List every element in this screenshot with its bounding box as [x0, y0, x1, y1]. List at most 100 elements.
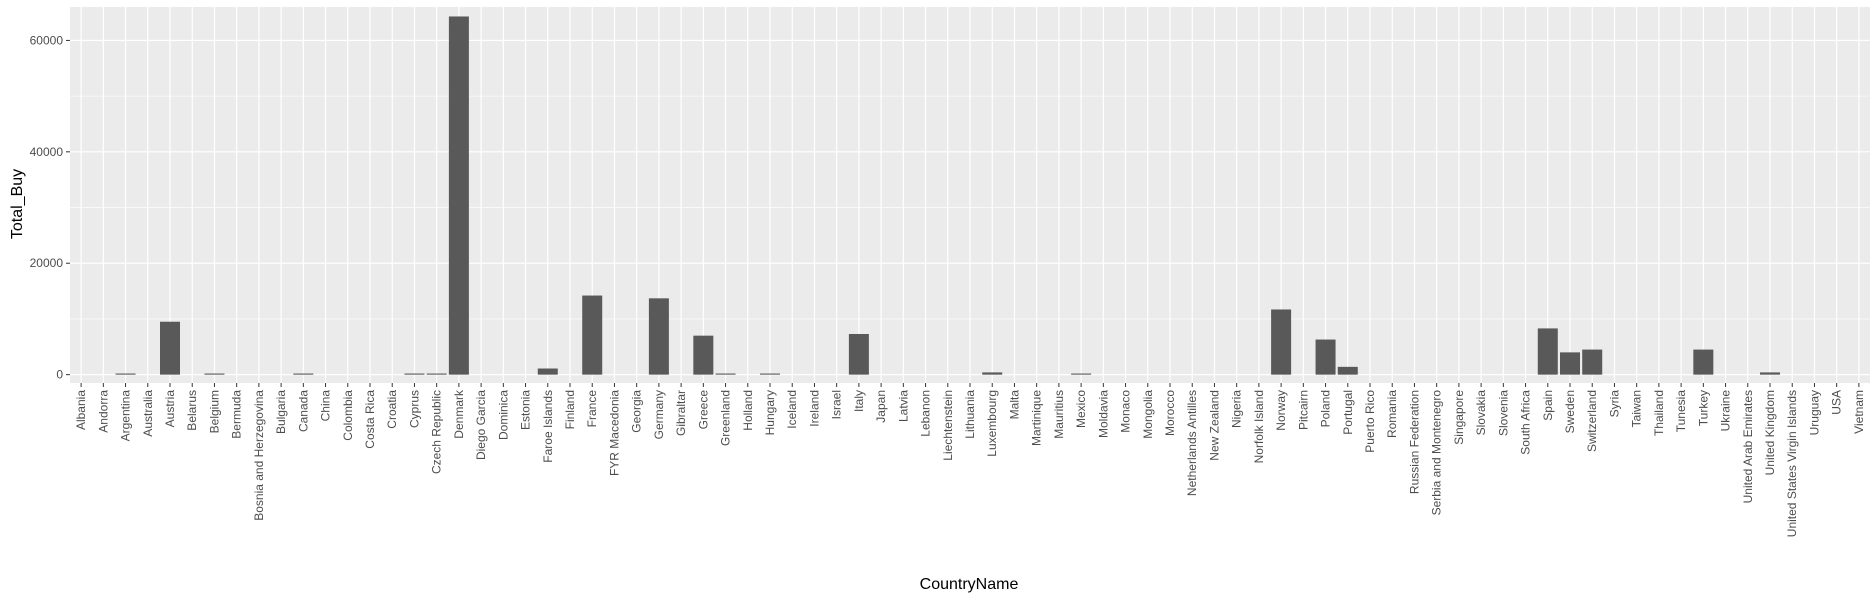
- x-tick-label: Portugal: [1341, 390, 1355, 435]
- bar: [1537, 328, 1558, 375]
- bar: [115, 373, 136, 375]
- x-tick-label: Slovenia: [1496, 390, 1510, 436]
- x-tick-label: Austria: [163, 390, 177, 428]
- x-tick-label: Hungary: [763, 390, 777, 435]
- x-tick-label: Malta: [1007, 390, 1021, 420]
- x-tick-label: Puerto Rico: [1363, 390, 1377, 453]
- gridlines: [70, 7, 1870, 383]
- x-tick-label: Holland: [741, 390, 755, 431]
- bar: [1071, 373, 1092, 375]
- x-tick-label: Thailand: [1652, 390, 1666, 436]
- bar: [160, 321, 180, 375]
- x-tick-label: Canada: [296, 390, 310, 432]
- y-tick-label: 20000: [30, 256, 64, 270]
- x-tick-label: Denmark: [452, 389, 466, 439]
- bars: [115, 16, 1780, 375]
- x-tick-label: Norfolk Island: [1252, 390, 1266, 463]
- x-tick-label: Vietnam: [1852, 390, 1866, 434]
- x-tick-label: Iceland: [785, 390, 799, 429]
- bar: [582, 295, 603, 375]
- y-tick-label: 40000: [30, 145, 64, 159]
- x-tick-label: Faroe Islands: [541, 390, 555, 463]
- x-tick-label: Belgium: [207, 390, 221, 433]
- y-tick-label: 60000: [30, 33, 64, 47]
- x-tick-label: Ukraine: [1719, 390, 1733, 432]
- x-tick-label: Serbia and Montenegro: [1430, 390, 1444, 516]
- x-tick-label: FYR Macedonia: [607, 390, 621, 476]
- x-tick-label: Taiwan: [1630, 390, 1644, 427]
- x-tick-label: Argentina: [119, 390, 133, 442]
- bar: [1760, 372, 1780, 375]
- x-tick-label: Netherlands Antilles: [1185, 390, 1199, 496]
- x-tick-label: Ireland: [807, 390, 821, 427]
- bar: [1271, 309, 1292, 375]
- x-tick-label: Lebanon: [919, 390, 933, 437]
- x-tick-label: Slovakia: [1474, 390, 1488, 436]
- x-tick-label: Georgia: [630, 390, 644, 433]
- x-tick-label: Dominica: [496, 390, 510, 440]
- x-tick-label: USA: [1830, 390, 1844, 415]
- x-tick-label: Mauritius: [1052, 390, 1066, 439]
- x-tick-label: Gibraltar: [674, 390, 688, 436]
- x-tick-label: Uruguay: [1807, 390, 1821, 435]
- y-axis-title: Total_Buy: [9, 169, 26, 239]
- x-tick-label: Albania: [74, 390, 88, 430]
- x-tick-label: Moldavia: [1096, 390, 1110, 438]
- x-tick-label: Italy: [852, 390, 866, 412]
- x-tick-label: United Arab Emirates: [1741, 390, 1755, 503]
- bar: [760, 373, 780, 375]
- x-tick-label: Diego Garcia: [474, 390, 488, 460]
- x-tick-label: Belarus: [185, 390, 199, 431]
- bar: [648, 298, 669, 375]
- x-tick-label: Finland: [563, 390, 577, 429]
- x-tick-label: Syria: [1607, 390, 1621, 418]
- x-axis-ticks: Albania Andorra Argentina Australia Austria B…: [74, 383, 1866, 537]
- bar: [293, 373, 314, 375]
- bar: [1560, 352, 1580, 375]
- x-tick-label: Mexico: [1074, 390, 1088, 428]
- x-tick-label: Israel: [830, 390, 844, 419]
- x-tick-label: Czech Republic: [430, 390, 444, 474]
- x-tick-label: United States Virgin Islands: [1785, 390, 1799, 537]
- x-tick-label: China: [319, 390, 333, 422]
- x-tick-label: Lithuania: [963, 390, 977, 439]
- x-tick-label: Pitcairn: [1296, 390, 1310, 430]
- x-tick-label: Switzerland: [1585, 390, 1599, 452]
- x-tick-label: Estonia: [519, 390, 533, 430]
- x-tick-label: Luxembourg: [985, 390, 999, 457]
- x-tick-label: Liechtenstein: [941, 390, 955, 461]
- x-tick-label: Australia: [141, 390, 155, 437]
- x-tick-label: Bosnia and Herzegovina: [252, 390, 266, 521]
- x-tick-label: Andorra: [96, 390, 110, 433]
- x-tick-label: Singapore: [1452, 390, 1466, 445]
- x-tick-label: France: [585, 390, 599, 428]
- bar: [537, 368, 558, 375]
- x-tick-label: Russian Federation: [1407, 390, 1421, 494]
- bar: [1315, 339, 1336, 375]
- bar: [1693, 349, 1714, 375]
- bar: [426, 373, 447, 375]
- x-tick-label: Martinique: [1030, 390, 1044, 446]
- bar: [848, 333, 869, 375]
- x-tick-label: South Africa: [1519, 390, 1533, 455]
- bar: [404, 373, 425, 375]
- x-tick-label: Morocco: [1163, 390, 1177, 436]
- x-tick-label: Costa Rica: [363, 390, 377, 449]
- bar: [204, 373, 225, 375]
- bar: [448, 16, 469, 375]
- x-tick-label: Croatia: [385, 390, 399, 429]
- bar: [1337, 366, 1358, 375]
- x-tick-label: Greenland: [719, 390, 733, 446]
- x-tick-label: Germany: [652, 390, 666, 439]
- x-axis-title: CountryName: [920, 576, 1019, 593]
- x-tick-label: Latvia: [896, 390, 910, 422]
- x-tick-label: Norway: [1274, 390, 1288, 431]
- x-tick-label: Sweden: [1563, 390, 1577, 433]
- bar: [982, 372, 1003, 375]
- x-tick-label: Romania: [1385, 390, 1399, 438]
- y-axis-ticks: 0 20000 40000 60000: [30, 33, 70, 382]
- x-tick-label: Japan: [874, 390, 888, 423]
- x-tick-label: Poland: [1319, 390, 1333, 427]
- x-tick-label: Monaco: [1119, 390, 1133, 433]
